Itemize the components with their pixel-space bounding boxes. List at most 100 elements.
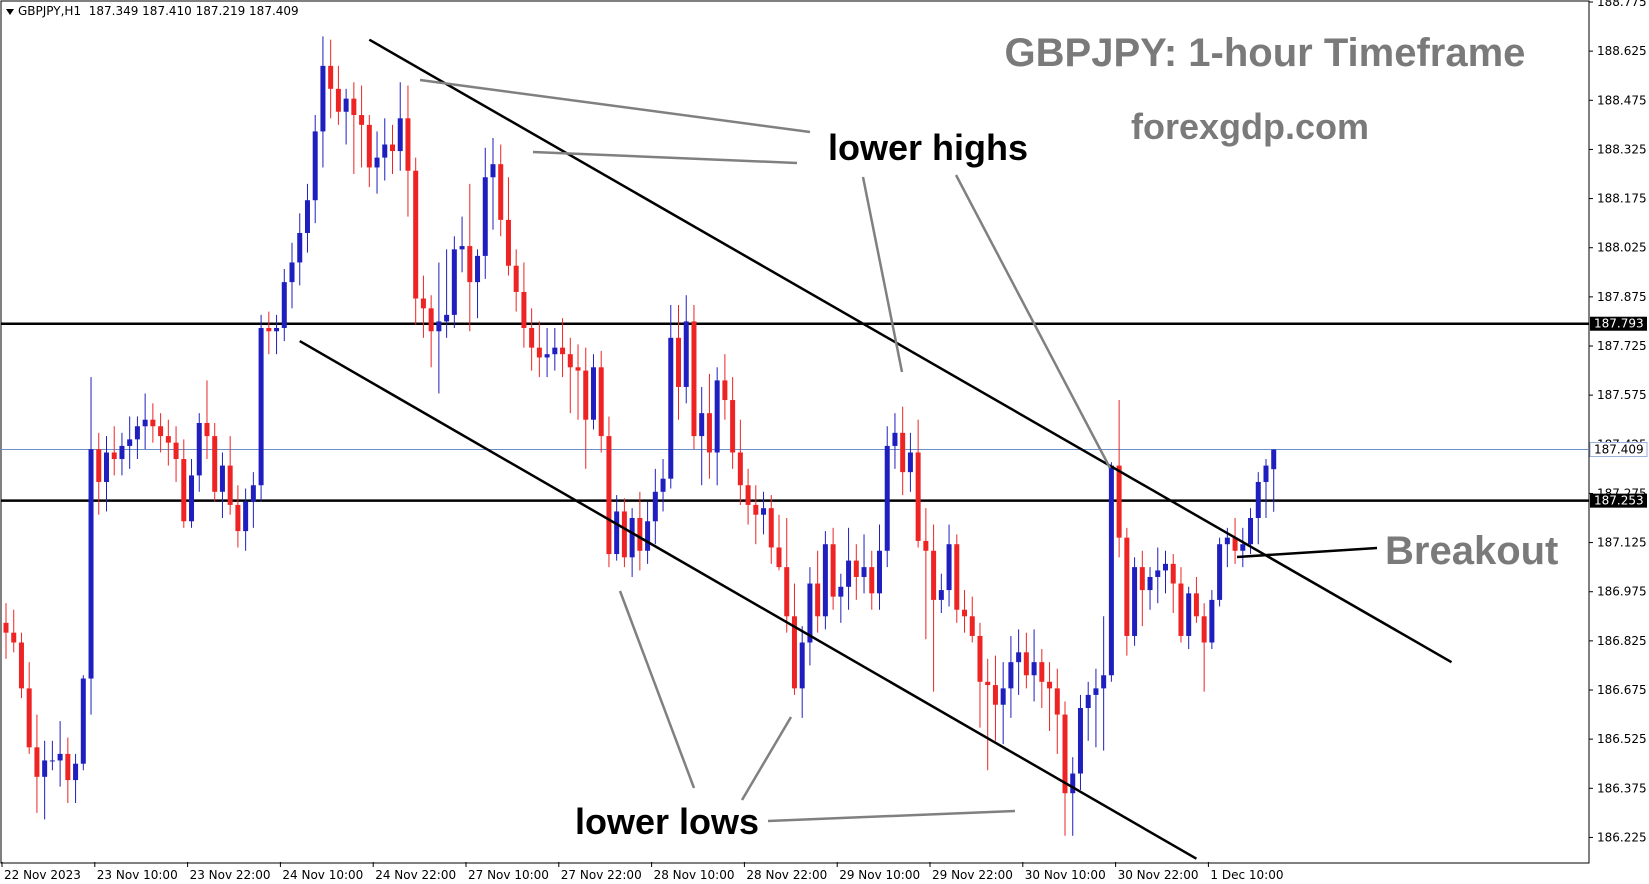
- candle-bear: [676, 337, 682, 387]
- ohlc-values: 187.349 187.410 187.219 187.409: [88, 4, 299, 18]
- candle-bear: [390, 144, 395, 152]
- x-tick-label: 23 Nov 22:00: [190, 868, 271, 882]
- candle-bull: [436, 321, 442, 332]
- candle-bear: [1193, 593, 1199, 617]
- candle-bear: [1116, 465, 1122, 538]
- candle-bull: [196, 422, 202, 476]
- candle-bull: [1186, 593, 1192, 636]
- y-tick-label: 188.025: [1597, 241, 1647, 255]
- candle-bull: [1224, 537, 1230, 545]
- candle-bull: [1163, 563, 1168, 571]
- channel-line-upper: [368, 38, 1453, 664]
- candle-bull: [1070, 773, 1076, 794]
- x-tick-label: 29 Nov 22:00: [932, 868, 1013, 882]
- x-tick-label: 30 Nov 22:00: [1118, 868, 1199, 882]
- candle-bear: [173, 442, 179, 460]
- y-tick-label: 187.125: [1597, 536, 1647, 550]
- y-tick-label: 188.325: [1597, 142, 1647, 156]
- candle-bear: [869, 567, 875, 594]
- time-axis: 22 Nov 2023 23 Nov 10:00 23 Nov 22:00 24 No…: [1, 862, 1283, 882]
- candle-bull: [938, 590, 944, 600]
- candle-bear: [706, 413, 712, 453]
- descending-channel: [299, 38, 1453, 860]
- candle-bull: [1209, 599, 1215, 643]
- candle-bull: [243, 501, 249, 532]
- candle-bull: [459, 246, 465, 250]
- candle-bull: [590, 367, 596, 420]
- candle-bull: [660, 478, 666, 492]
- candle-bear: [1170, 563, 1176, 584]
- breakout-label: Breakout: [1385, 529, 1558, 573]
- candle-bear: [923, 540, 929, 551]
- candle-bear: [900, 432, 906, 473]
- candle-bull: [382, 144, 388, 158]
- candle-bull: [1093, 688, 1099, 695]
- candle-bull: [892, 432, 898, 446]
- candle-bear: [583, 370, 589, 420]
- level-price-label: 187.793: [1594, 317, 1644, 331]
- candle-bull: [1155, 570, 1161, 577]
- candle-bull: [374, 157, 380, 168]
- candle-bull: [1000, 688, 1006, 705]
- candle-bear: [513, 265, 519, 292]
- candle-bull: [876, 550, 882, 594]
- candle-bull: [1132, 567, 1138, 636]
- pointer-line: [740, 716, 793, 801]
- candle-bear: [745, 485, 751, 505]
- level-price-tag: [1590, 316, 1647, 331]
- x-tick-label: 1 Dec 10:00: [1210, 868, 1283, 882]
- candle-bull: [42, 760, 48, 777]
- candle-bear: [65, 753, 71, 781]
- horizontal-levels: 187.793 187.253 187.409: [1, 316, 1648, 508]
- candle-bull: [274, 327, 280, 332]
- candle-bear: [637, 518, 643, 551]
- x-tick-label: 24 Nov 10:00: [282, 868, 363, 882]
- candle-bear: [34, 747, 40, 777]
- y-tick-label: 188.775: [1597, 0, 1647, 9]
- candle-bull: [281, 282, 287, 328]
- candle-bear: [328, 65, 334, 89]
- candle-bear: [575, 367, 581, 371]
- candle-bull: [73, 763, 79, 781]
- candle-bull: [1077, 708, 1083, 774]
- candle-bull: [761, 508, 767, 515]
- candle-bull: [320, 65, 326, 132]
- candle-bull: [552, 347, 558, 355]
- breakout-pointer-line: [1236, 546, 1378, 559]
- x-tick-label: 23 Nov 10:00: [97, 868, 178, 882]
- candle-bear: [165, 436, 171, 443]
- candle-bear: [158, 426, 164, 437]
- candle-bear: [181, 459, 187, 522]
- candle-bull: [1008, 662, 1014, 689]
- candle-bear: [204, 422, 210, 437]
- annotation-pointers: [419, 78, 1378, 823]
- candle-bull: [1031, 662, 1037, 676]
- x-tick-label: 30 Nov 10:00: [1025, 868, 1106, 882]
- candle-bear: [560, 347, 566, 355]
- candle-bull: [343, 98, 349, 112]
- candle-bear: [962, 609, 968, 617]
- y-tick-label: 188.475: [1597, 93, 1647, 107]
- x-tick-label: 27 Nov 22:00: [561, 868, 642, 882]
- level-price-tag: [1590, 493, 1647, 508]
- candle-bull: [490, 164, 496, 178]
- current-price-label: 187.409: [1594, 443, 1644, 457]
- candle-bear: [753, 504, 759, 515]
- candle-bear: [498, 164, 504, 220]
- candle-bear: [3, 622, 9, 633]
- candle-bull: [714, 380, 720, 453]
- channel-line-lower: [299, 340, 1198, 860]
- candle-bear: [1062, 714, 1068, 794]
- candle-bull: [1217, 544, 1223, 600]
- candle-bear: [598, 367, 604, 437]
- candle-bear: [1047, 681, 1053, 689]
- candle-bear: [985, 681, 991, 686]
- collapse-arrow-icon[interactable]: [6, 8, 14, 15]
- candle-bear: [11, 632, 17, 643]
- candle-bull: [142, 419, 148, 427]
- candle-bull: [80, 678, 86, 764]
- candle-bull: [88, 449, 94, 679]
- symbol-info: GBPJPY,H1: [18, 4, 82, 18]
- candle-bear: [359, 115, 365, 125]
